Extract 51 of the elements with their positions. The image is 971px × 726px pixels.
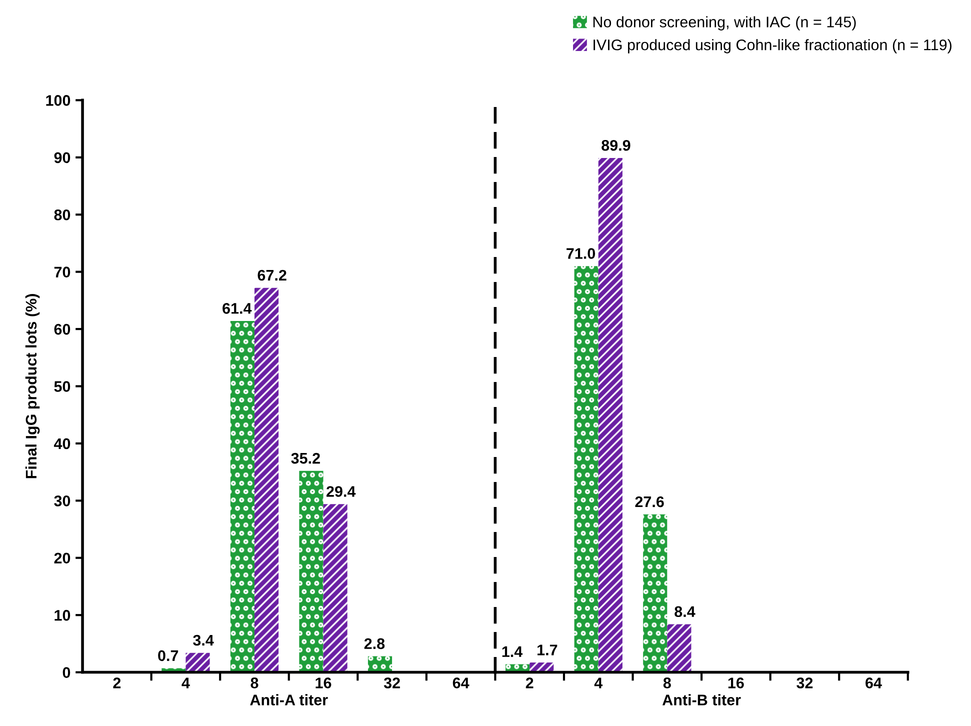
x-tick-label: 4 xyxy=(182,678,190,688)
x-tick-label: 8 xyxy=(663,678,671,688)
x-tick-label: 64 xyxy=(866,678,882,688)
bar xyxy=(186,652,210,672)
x-axis-title: Anti-B titer xyxy=(662,694,741,706)
y-tick-label: 80 xyxy=(54,209,70,220)
y-tick-label: 60 xyxy=(54,324,70,335)
bar xyxy=(574,266,598,672)
y-tick-label: 90 xyxy=(54,152,70,164)
x-tick-label: 8 xyxy=(250,678,258,688)
data-label: 1.7 xyxy=(538,644,558,656)
bar xyxy=(323,504,348,672)
data-label: 71.0 xyxy=(566,248,596,259)
x-tick-label: 64 xyxy=(452,678,470,688)
x-tick-label: 2 xyxy=(113,678,121,688)
y-tick-label: 10 xyxy=(54,610,70,621)
bar xyxy=(299,470,324,672)
x-tick-label: 2 xyxy=(526,678,534,688)
bar xyxy=(368,656,392,672)
data-label: 29.4 xyxy=(326,486,356,497)
y-axis-title: Final IgG product lots (%) xyxy=(25,294,40,478)
data-label: 0.7 xyxy=(158,650,178,662)
bar xyxy=(598,158,622,672)
x-tick-label: 4 xyxy=(594,678,603,688)
y-tick-label: 100 xyxy=(46,95,70,106)
bar xyxy=(230,321,254,672)
y-tick-label: 50 xyxy=(54,381,70,392)
data-label: 2.8 xyxy=(364,638,385,650)
data-label: 8.4 xyxy=(674,606,696,618)
data-label: 67.2 xyxy=(258,270,286,281)
bar xyxy=(667,624,692,672)
x-axis-title: Anti-A titer xyxy=(250,694,328,706)
y-tick-label: 20 xyxy=(54,552,70,564)
data-label: 27.6 xyxy=(635,496,664,508)
data-label: 1.4 xyxy=(502,646,523,657)
x-tick-label: 16 xyxy=(316,678,332,688)
y-tick-label: 40 xyxy=(54,438,70,450)
bar xyxy=(254,288,279,672)
data-label: 35.2 xyxy=(291,452,320,464)
x-tick-label: 32 xyxy=(796,678,813,688)
data-label: 3.4 xyxy=(193,634,214,646)
data-label: 89.9 xyxy=(602,140,630,151)
y-tick-label: 70 xyxy=(54,266,70,278)
y-tick-label: 0 xyxy=(62,667,70,678)
legend-label: IVIG produced using Cohn-like fractionation (n = 119) xyxy=(594,39,952,54)
x-tick-label: 16 xyxy=(728,678,744,688)
bar xyxy=(643,514,668,672)
data-label: 61.4 xyxy=(222,303,252,314)
x-tick-label: 32 xyxy=(384,678,400,688)
y-tick-label: 30 xyxy=(54,496,70,506)
legend-label: No donor screening, with IAC (n = 145) xyxy=(593,16,856,30)
